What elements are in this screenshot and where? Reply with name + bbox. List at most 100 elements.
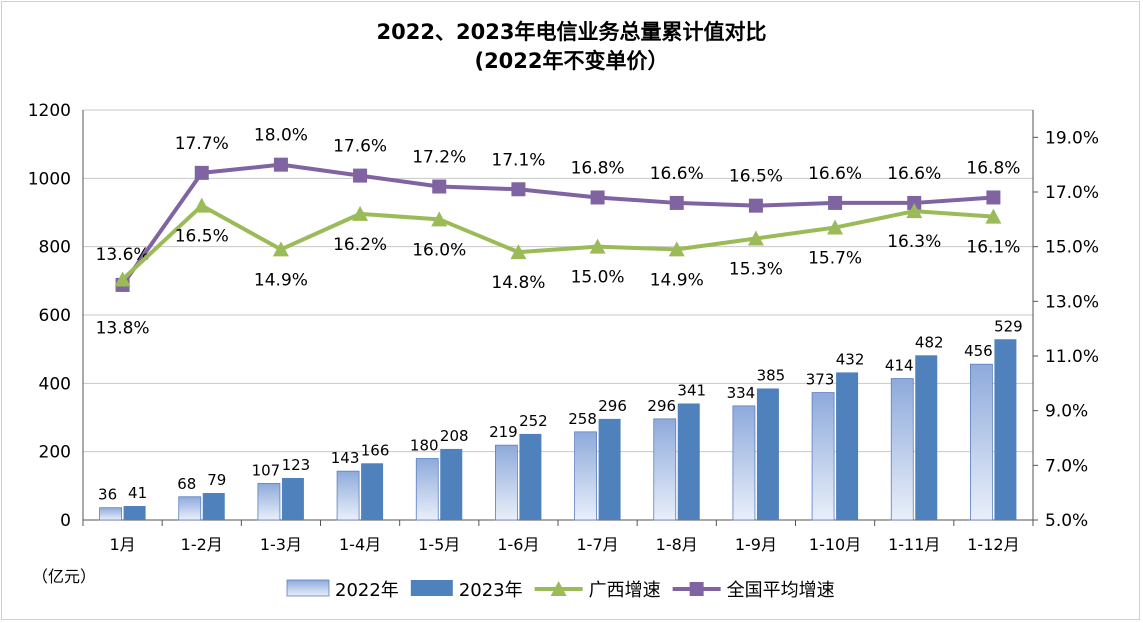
bar-2023 — [677, 403, 700, 520]
point-guangxi — [114, 271, 131, 287]
point-value-label: 14.9% — [254, 270, 308, 290]
bar-2023 — [994, 339, 1017, 520]
bar-2023 — [202, 493, 225, 520]
point-guangxi — [431, 211, 448, 227]
bar-2022 — [415, 458, 439, 521]
point-value-label: 16.8% — [966, 158, 1020, 178]
y-left-tick-label: 0 — [60, 511, 71, 531]
bar-2022 — [178, 496, 202, 521]
point-value-label: 13.6% — [96, 245, 150, 265]
legend-marker-national-avg — [689, 582, 704, 596]
bar-2022 — [574, 431, 597, 521]
point-guangxi — [352, 205, 369, 221]
bar-2022-value-label: 334 — [727, 384, 756, 402]
point-value-label: 16.8% — [571, 158, 625, 178]
bar-2023 — [915, 355, 938, 520]
x-tick-label: 1-2月 — [181, 535, 223, 554]
bar-2022-value-label: 36 — [98, 486, 117, 504]
legend-label: 全国平均增速 — [727, 580, 835, 601]
legend-swatch-2023 — [410, 580, 453, 596]
point-value-label: 17.7% — [175, 134, 229, 154]
bar-2022-value-label: 180 — [410, 437, 439, 455]
y-right-tick-label: 17.0% — [1045, 183, 1099, 203]
bar-2022 — [653, 418, 677, 521]
point-value-label: 16.5% — [175, 227, 229, 247]
y-left-tick-label: 1000 — [28, 169, 71, 189]
y-left-tick-label: 400 — [39, 374, 71, 394]
bar-2023-value-label: 296 — [598, 397, 627, 415]
x-tick-label: 1-3月 — [260, 535, 302, 554]
point-national-avg — [194, 165, 209, 180]
bar-2023-value-label: 41 — [128, 484, 147, 502]
point-national-avg — [748, 198, 763, 213]
bar-2022-value-label: 296 — [647, 397, 676, 415]
bar-2023 — [756, 388, 779, 520]
point-value-label: 16.5% — [729, 167, 783, 187]
point-guangxi — [985, 208, 1002, 224]
point-guangxi — [589, 238, 606, 254]
chart-title: 2022、2023年电信业务总量累计值对比 — [376, 20, 767, 44]
bar-2023-value-label: 385 — [757, 366, 786, 384]
point-national-avg — [907, 195, 922, 210]
bar-2022-value-label: 373 — [806, 371, 835, 389]
x-tick-label: 1-7月 — [577, 535, 619, 554]
point-value-label: 15.3% — [729, 259, 783, 279]
point-guangxi — [668, 241, 685, 257]
chart-subtitle: (2022年不变单价） — [474, 49, 669, 73]
bar-2023 — [281, 477, 304, 520]
point-national-avg — [669, 195, 684, 210]
point-national-avg — [432, 179, 447, 194]
x-tick-label: 1-11月 — [888, 535, 940, 554]
point-national-avg — [353, 168, 368, 183]
x-tick-label: 1-12月 — [967, 535, 1019, 554]
point-national-avg — [986, 190, 1001, 205]
point-value-label: 13.8% — [96, 318, 150, 338]
bar-2023 — [123, 505, 146, 520]
bar-2022 — [811, 392, 835, 521]
x-tick-label: 1月 — [109, 535, 135, 554]
point-value-label: 15.0% — [571, 268, 625, 288]
point-value-label: 16.2% — [333, 235, 387, 255]
point-value-label: 17.1% — [491, 150, 545, 170]
y-right-tick-label: 9.0% — [1045, 402, 1088, 422]
point-value-label: 17.6% — [333, 137, 387, 157]
bar-2023-value-label: 432 — [836, 350, 865, 368]
line-triangle — [121, 203, 994, 281]
bar-2022 — [495, 444, 518, 521]
bar-2023 — [519, 433, 542, 520]
bar-2022 — [732, 405, 756, 521]
bar-2022-value-label: 107 — [252, 461, 281, 479]
x-tick-label: 1-5月 — [418, 535, 460, 554]
point-guangxi — [747, 230, 764, 246]
bar-2022 — [970, 363, 993, 521]
bar-2023-value-label: 123 — [282, 456, 311, 474]
bar-2022-value-label: 143 — [331, 449, 360, 467]
y-left-tick-label: 800 — [39, 238, 71, 258]
legend-label: 广西增速 — [589, 580, 661, 601]
y-right-tick-label: 11.0% — [1045, 347, 1099, 367]
bar-2023-value-label: 529 — [994, 317, 1023, 335]
legend-marker-guangxi — [550, 581, 567, 596]
y-left-tick-label: 1200 — [28, 101, 71, 121]
bar-2022 — [257, 483, 281, 521]
y-unit-label: （亿元） — [32, 567, 96, 586]
point-value-label: 16.6% — [887, 164, 941, 184]
point-value-label: 15.7% — [808, 249, 862, 269]
bar-2022-value-label: 456 — [964, 342, 993, 360]
x-tick-label: 1-4月 — [339, 535, 381, 554]
line-square — [120, 162, 994, 287]
bar-2023-value-label: 252 — [519, 412, 548, 430]
bar-2023 — [598, 418, 621, 520]
point-value-label: 16.1% — [966, 238, 1020, 258]
bar-2023-value-label: 79 — [207, 471, 226, 489]
point-value-label: 16.0% — [412, 240, 466, 260]
point-national-avg — [828, 195, 843, 210]
bar-2022-value-label: 414 — [885, 357, 914, 375]
x-tick-label: 1-9月 — [735, 535, 777, 554]
y-left-tick-label: 600 — [39, 306, 71, 326]
point-value-label: 17.2% — [412, 148, 466, 168]
point-national-avg — [273, 157, 288, 172]
point-guangxi — [906, 203, 923, 219]
bar-2023-value-label: 208 — [440, 427, 469, 445]
